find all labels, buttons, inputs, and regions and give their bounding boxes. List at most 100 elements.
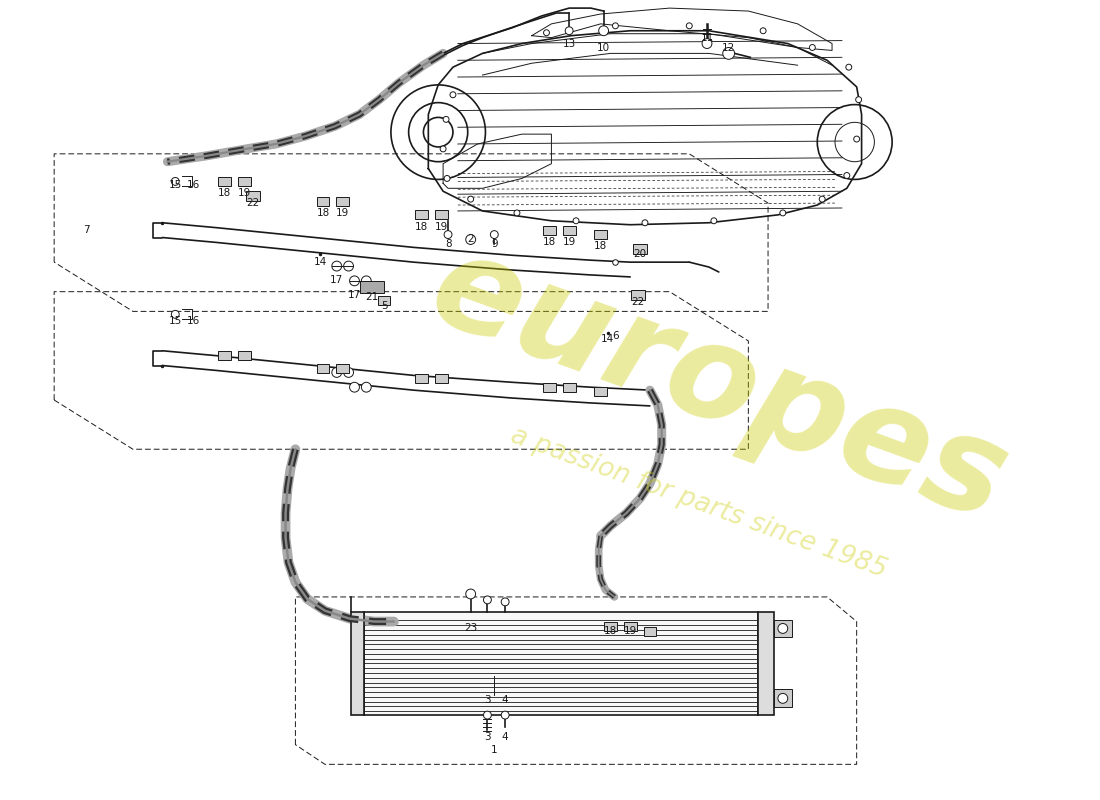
- Text: 12: 12: [722, 43, 735, 54]
- Bar: [758, 612, 774, 715]
- Text: 1: 1: [491, 745, 497, 754]
- Text: 19: 19: [336, 208, 350, 218]
- Bar: [238, 177, 251, 186]
- Bar: [317, 364, 329, 373]
- Bar: [434, 210, 448, 219]
- Bar: [644, 627, 656, 636]
- Text: 18: 18: [415, 222, 428, 232]
- Circle shape: [172, 310, 179, 318]
- Circle shape: [502, 598, 509, 606]
- Text: 18: 18: [594, 242, 607, 251]
- Text: 22: 22: [631, 297, 645, 306]
- Circle shape: [686, 23, 692, 29]
- Circle shape: [362, 276, 371, 286]
- Text: 20: 20: [634, 250, 647, 259]
- Bar: [238, 351, 251, 360]
- Text: 6: 6: [612, 331, 618, 341]
- Bar: [415, 210, 428, 219]
- Circle shape: [362, 382, 371, 392]
- Bar: [337, 364, 349, 373]
- Circle shape: [543, 30, 549, 36]
- Circle shape: [484, 596, 492, 604]
- Circle shape: [778, 623, 788, 634]
- Circle shape: [844, 173, 850, 178]
- Bar: [351, 612, 364, 715]
- Text: 4: 4: [502, 695, 508, 706]
- Text: europes: europes: [415, 222, 1023, 548]
- Text: 16: 16: [186, 316, 199, 326]
- Text: 4: 4: [502, 732, 508, 742]
- Bar: [594, 230, 607, 239]
- Circle shape: [332, 261, 342, 271]
- Bar: [631, 290, 645, 299]
- Text: 2: 2: [468, 234, 474, 245]
- Circle shape: [573, 218, 579, 224]
- Text: 10: 10: [597, 43, 611, 54]
- Bar: [563, 226, 575, 235]
- Text: 15: 15: [168, 180, 182, 190]
- Bar: [543, 226, 556, 235]
- Text: 15: 15: [168, 316, 182, 326]
- Text: 14: 14: [314, 257, 327, 267]
- Bar: [364, 612, 758, 715]
- Circle shape: [598, 26, 608, 36]
- Circle shape: [468, 196, 474, 202]
- Text: 17: 17: [330, 275, 343, 285]
- Circle shape: [514, 210, 520, 216]
- Text: 3: 3: [484, 732, 491, 742]
- Circle shape: [711, 218, 717, 224]
- Text: 18: 18: [604, 626, 617, 636]
- Circle shape: [465, 234, 475, 245]
- Circle shape: [856, 97, 861, 102]
- Bar: [337, 197, 349, 206]
- Text: 16: 16: [186, 180, 199, 190]
- Text: 23: 23: [464, 623, 477, 634]
- Text: 21: 21: [365, 292, 378, 302]
- Bar: [634, 245, 647, 254]
- Circle shape: [820, 196, 825, 202]
- Text: 5: 5: [381, 302, 387, 311]
- Text: 22: 22: [246, 198, 260, 208]
- Bar: [543, 382, 556, 392]
- Text: 19: 19: [238, 188, 251, 198]
- Bar: [246, 191, 260, 201]
- Circle shape: [778, 694, 788, 703]
- Circle shape: [760, 28, 766, 34]
- Bar: [624, 622, 637, 631]
- Circle shape: [450, 92, 455, 98]
- Circle shape: [810, 45, 815, 50]
- Bar: [415, 374, 428, 382]
- Text: 18: 18: [542, 238, 557, 247]
- Text: 7: 7: [84, 225, 90, 234]
- Circle shape: [846, 64, 851, 70]
- Circle shape: [444, 230, 452, 238]
- Text: 18: 18: [317, 208, 330, 218]
- Text: 19: 19: [624, 626, 637, 636]
- Bar: [218, 177, 231, 186]
- Bar: [604, 622, 617, 631]
- Text: 14: 14: [601, 334, 614, 344]
- Bar: [317, 197, 329, 206]
- Circle shape: [502, 711, 509, 719]
- Text: 9: 9: [491, 239, 497, 250]
- Circle shape: [565, 27, 573, 34]
- Bar: [361, 281, 384, 293]
- Text: a passion for parts since 1985: a passion for parts since 1985: [507, 423, 891, 584]
- Text: 3: 3: [484, 695, 491, 706]
- Circle shape: [491, 230, 498, 238]
- Circle shape: [702, 38, 712, 49]
- Text: 19: 19: [434, 222, 448, 232]
- Text: 17: 17: [348, 290, 361, 300]
- Bar: [774, 619, 792, 638]
- Bar: [594, 386, 607, 395]
- Bar: [434, 374, 448, 382]
- Circle shape: [343, 261, 353, 271]
- Circle shape: [613, 23, 618, 29]
- Circle shape: [780, 210, 785, 216]
- Bar: [378, 296, 389, 305]
- Circle shape: [443, 117, 449, 122]
- Circle shape: [343, 367, 353, 378]
- Text: 8: 8: [446, 239, 452, 250]
- Bar: [218, 351, 231, 360]
- Circle shape: [350, 382, 360, 392]
